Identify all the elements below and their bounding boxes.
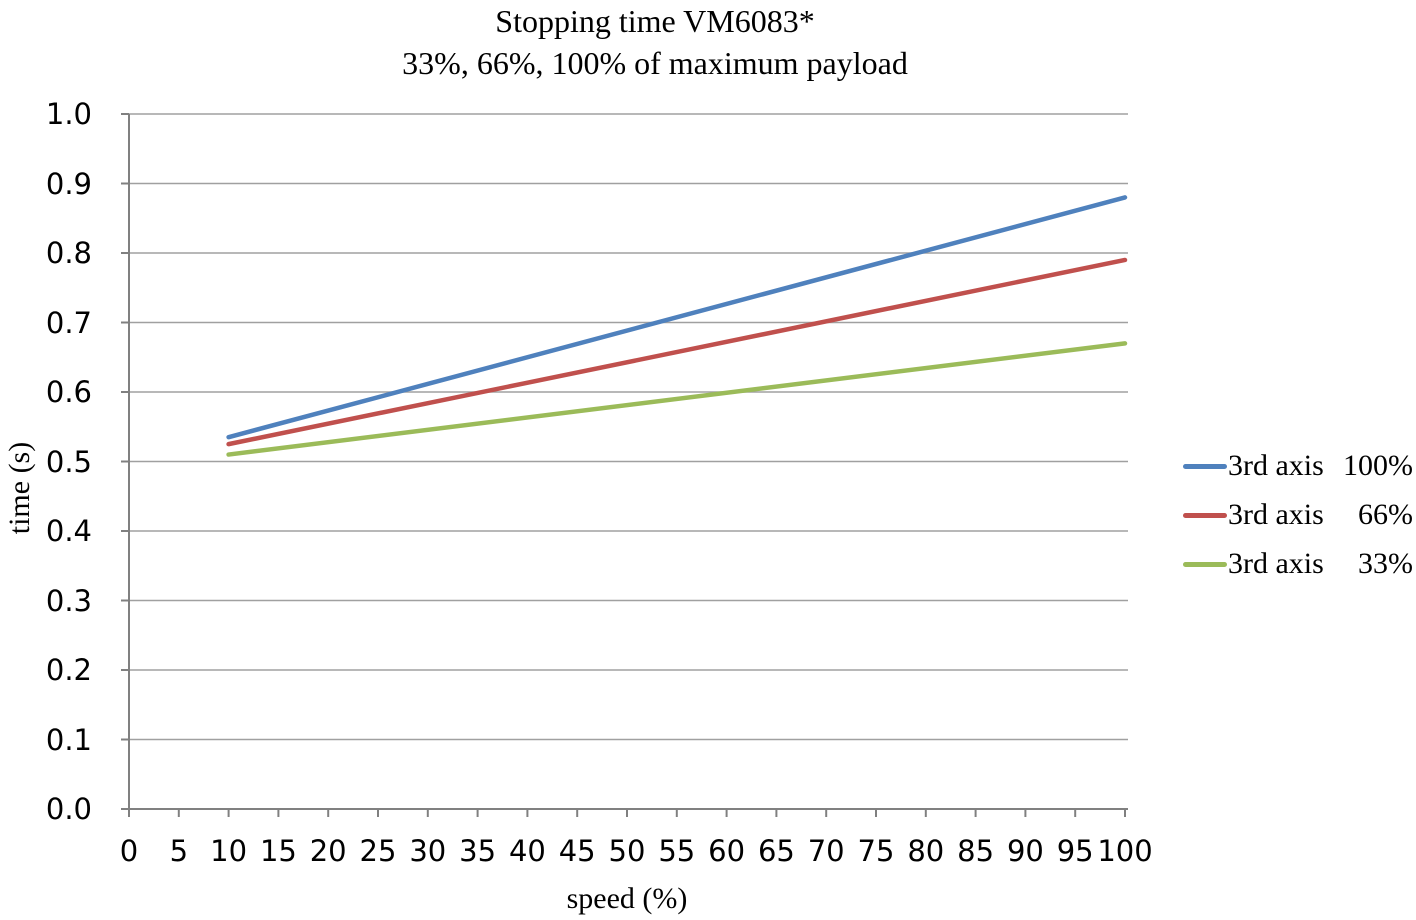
x-tick-label: 5 [169,834,189,868]
x-tick-label: 85 [957,834,995,868]
legend-item: 3rd axis 100% [1183,448,1413,484]
y-tick-label: 0.7 [45,305,92,340]
legend-value: 100% [1343,449,1413,482]
series-line-33% [226,341,1128,457]
x-tick-label: 0 [119,834,139,868]
x-axis-title: speed (%) [566,882,688,915]
y-tick-label: 0.2 [45,653,92,687]
legend-item: 3rd axis 66% [1183,497,1413,533]
x-tick-label: 15 [259,834,297,868]
legend-item: 3rd axis 33% [1183,546,1413,582]
x-tick-label: 60 [708,834,746,868]
y-tick-label: 0.4 [45,514,92,548]
y-tick-label: 0.9 [45,166,92,201]
x-tick-label: 75 [857,834,895,868]
series-line-100% [226,195,1128,440]
x-tick-label: 100 [1097,834,1153,868]
legend-swatch-green [1183,561,1227,567]
y-tick-label: 0.5 [45,444,92,479]
legend-swatch-blue [1183,463,1227,469]
x-tick-label: 70 [807,834,845,868]
y-tick-label: 0.8 [45,236,92,270]
y-axis-title: time (s) [3,441,36,535]
legend-value: 66% [1358,498,1413,531]
chart-title: Stopping time VM6083* [495,3,815,39]
y-tick-label: 0.1 [45,722,92,757]
x-tick-label: 10 [210,834,248,868]
x-tick-label: 50 [608,834,646,868]
x-tick-label: 30 [409,834,447,868]
x-tick-label: 40 [508,834,546,868]
y-tick-label: 0.6 [45,375,92,409]
x-tick-label: 80 [907,834,945,868]
legend-value: 33% [1358,547,1413,580]
x-tick-label: 35 [459,834,497,868]
y-tick-label: 0.0 [45,792,92,826]
y-tick-label: 1.0 [45,97,92,131]
legend-label: 3rd axis [1228,449,1324,482]
x-tick-label: 95 [1056,834,1094,868]
x-tick-label: 90 [1006,834,1044,868]
x-tick-label: 65 [757,834,795,868]
x-tick-label: 20 [309,834,347,868]
y-tick-label: 0.3 [45,583,92,618]
x-tick-label: 45 [558,834,596,868]
legend: 3rd axis 100% 3rd axis 66% 3rd axis 33% [1183,448,1413,595]
chart-header: Stopping time VM6083* 33%, 66%, 100% of … [0,0,1310,84]
x-tick-label: 55 [658,834,696,868]
legend-swatch-red [1183,512,1227,518]
legend-label: 3rd axis [1228,498,1324,531]
x-tick-label: 25 [359,834,397,868]
series-line-66% [226,257,1128,447]
chart-subtitle: 33%, 66%, 100% of maximum payload [402,45,908,81]
legend-label: 3rd axis [1228,547,1324,580]
